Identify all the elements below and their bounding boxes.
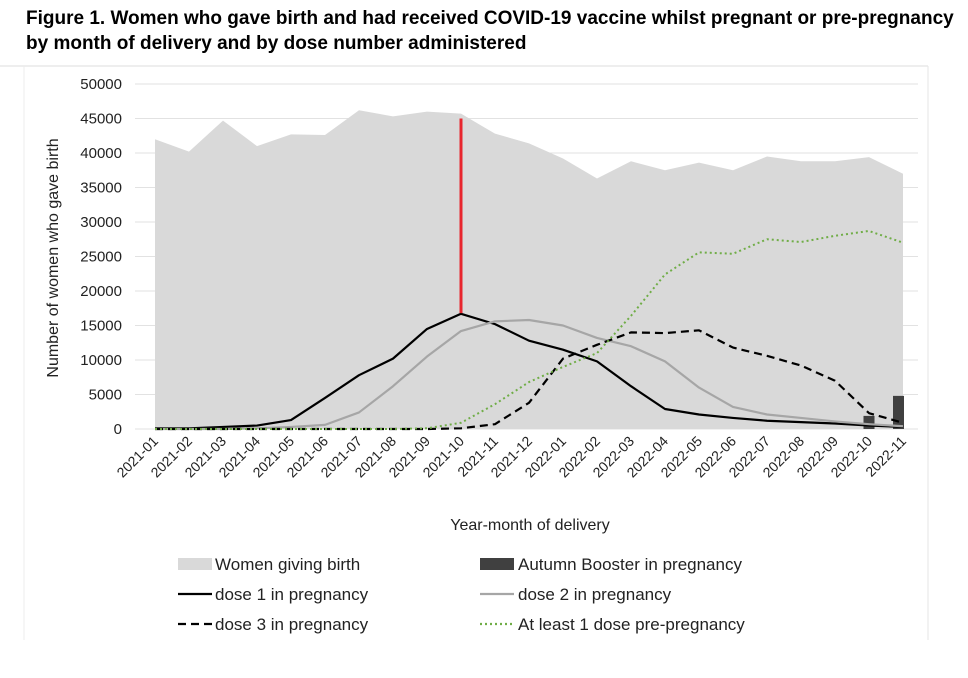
y-tick-label: 5000: [89, 387, 122, 404]
legend-label: dose 1 in pregnancy: [215, 585, 369, 604]
legend-item: dose 2 in pregnancy: [480, 585, 672, 604]
x-axis-label: Year-month of delivery: [450, 517, 610, 534]
y-axis-label: Number of women who gave birth: [45, 138, 62, 377]
legend-item: dose 3 in pregnancy: [178, 615, 369, 634]
legend-label: dose 3 in pregnancy: [215, 615, 369, 634]
y-tick-label: 0: [114, 421, 122, 438]
y-tick-label: 45000: [80, 111, 122, 128]
y-tick-label: 25000: [80, 249, 122, 266]
y-tick-label: 20000: [80, 283, 122, 300]
chart-title: Figure 1. Women who gave birth and had r…: [26, 8, 954, 54]
legend-label: Autumn Booster in pregnancy: [518, 555, 742, 574]
legend-item: dose 1 in pregnancy: [178, 585, 369, 604]
legend-label: dose 2 in pregnancy: [518, 585, 672, 604]
legend-swatch: [178, 558, 212, 570]
line-dose-2-in-pregnancy: [155, 318, 904, 431]
legend-swatch: [480, 558, 514, 570]
legend: Women giving birth Autumn Booster in preg…: [178, 555, 745, 634]
area-women-giving-birth: [155, 110, 903, 429]
line-dose-3-in-pregnancy: [155, 329, 904, 431]
y-tick-label: 30000: [80, 214, 122, 231]
y-tick-label: 35000: [80, 180, 122, 197]
y-axis-ticks: 0 5000 10000 15000 20000 25000 30000 35000 40000…: [80, 76, 122, 438]
y-tick-label: 15000: [80, 318, 122, 335]
legend-label: Women giving birth: [215, 555, 360, 574]
legend-item: Women giving birth: [178, 555, 360, 574]
line-at-least-1-dose-pre-pregnancy: [155, 229, 904, 430]
y-tick-label: 40000: [80, 145, 122, 162]
line-dose-1-in-pregnancy: [155, 312, 904, 430]
bar-layer: [863, 395, 904, 429]
bar-autumn-booster-in-pregnancy-2022-11: [893, 395, 904, 429]
line-layer: [155, 229, 904, 431]
y-tick-label: 50000: [80, 76, 122, 93]
bar-autumn-booster-in-pregnancy-2022-10: [863, 415, 875, 429]
y-tick-label: 10000: [80, 352, 122, 369]
legend-label: At least 1 dose pre-pregnancy: [518, 615, 745, 634]
x-axis-ticks: 2021-012021-022021-032021-042021-052021-…: [113, 433, 909, 481]
area-layer: [155, 110, 903, 429]
legend-item: Autumn Booster in pregnancy: [480, 555, 742, 574]
legend-item: At least 1 dose pre-pregnancy: [480, 615, 745, 634]
